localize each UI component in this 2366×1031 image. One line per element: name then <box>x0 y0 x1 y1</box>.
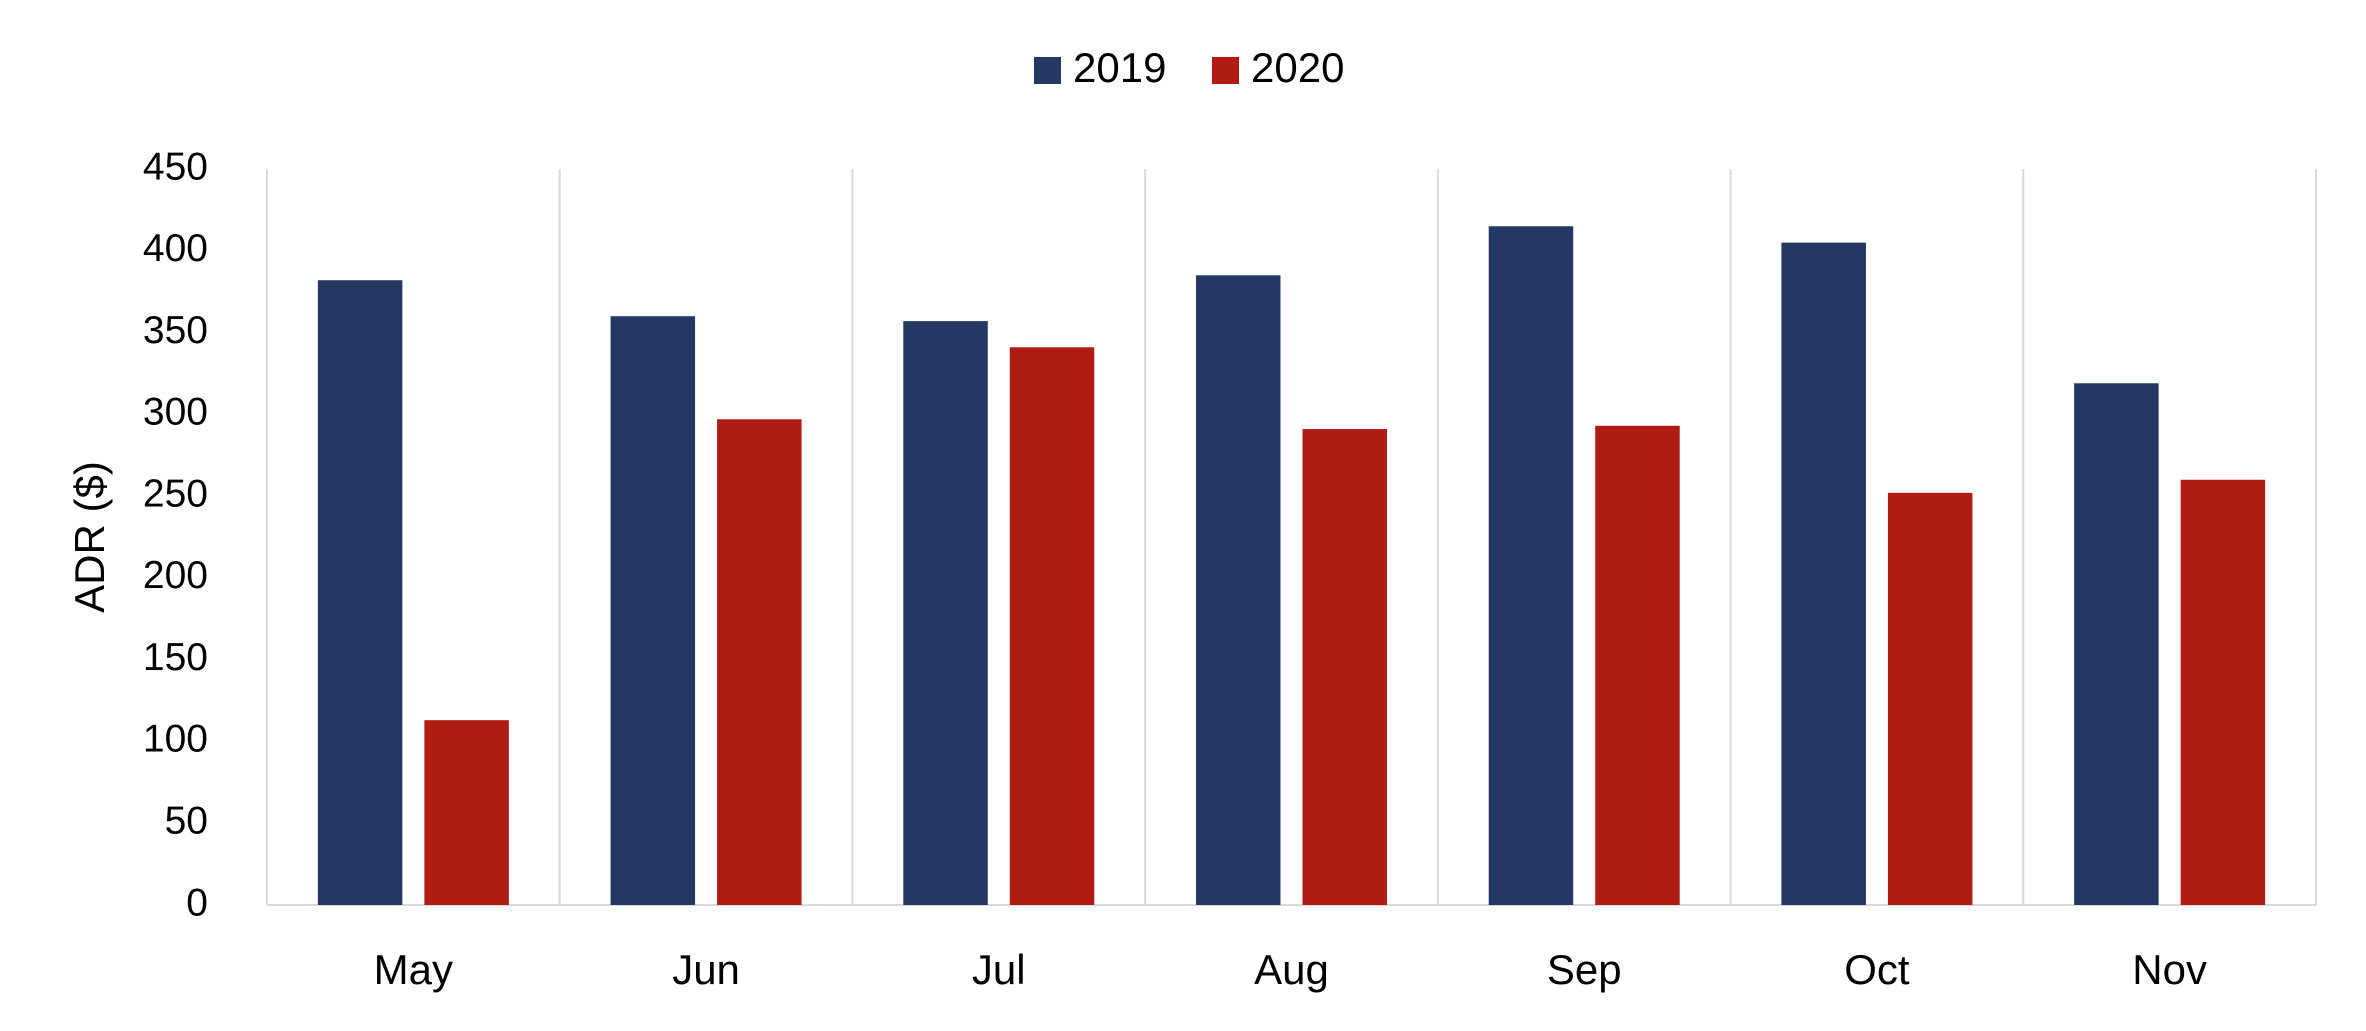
y-tick-label: 250 <box>143 472 208 515</box>
legend-label: 2020 <box>1251 44 1344 91</box>
x-tick-label: Jul <box>972 946 1026 993</box>
y-tick-label: 150 <box>143 636 208 679</box>
legend-swatch <box>1212 57 1239 84</box>
y-tick-label: 100 <box>143 718 208 761</box>
y-axis-label: ADR ($) <box>66 461 113 613</box>
bar <box>1009 347 1095 906</box>
y-tick-label: 50 <box>165 800 208 843</box>
x-tick-label: Nov <box>2132 946 2207 993</box>
x-tick-label: May <box>374 946 453 993</box>
x-tick-label: Jun <box>672 946 740 993</box>
x-tick-label: Sep <box>1547 946 1622 993</box>
bar <box>903 321 988 905</box>
y-tick-label: 300 <box>143 391 208 434</box>
bar <box>1781 242 1866 906</box>
bar <box>317 280 403 905</box>
legend-label: 2019 <box>1073 44 1166 91</box>
bar <box>610 316 696 905</box>
legend-swatch <box>1034 57 1061 84</box>
x-tick-label: Oct <box>1844 946 1910 993</box>
y-tick-label: 400 <box>143 227 208 270</box>
bar <box>1196 275 1281 905</box>
y-tick-label: 450 <box>143 145 208 188</box>
bar <box>2180 479 2266 905</box>
bar <box>424 720 509 905</box>
bar <box>717 419 802 905</box>
bar <box>1887 492 1973 905</box>
bar <box>2074 383 2159 905</box>
y-tick-label: 0 <box>186 881 208 924</box>
x-tick-label: Aug <box>1254 946 1329 993</box>
bar <box>1488 226 1574 905</box>
y-tick-label: 350 <box>143 309 208 352</box>
bar <box>1302 429 1387 905</box>
y-tick-label: 200 <box>143 554 208 597</box>
bar <box>1595 425 1680 905</box>
